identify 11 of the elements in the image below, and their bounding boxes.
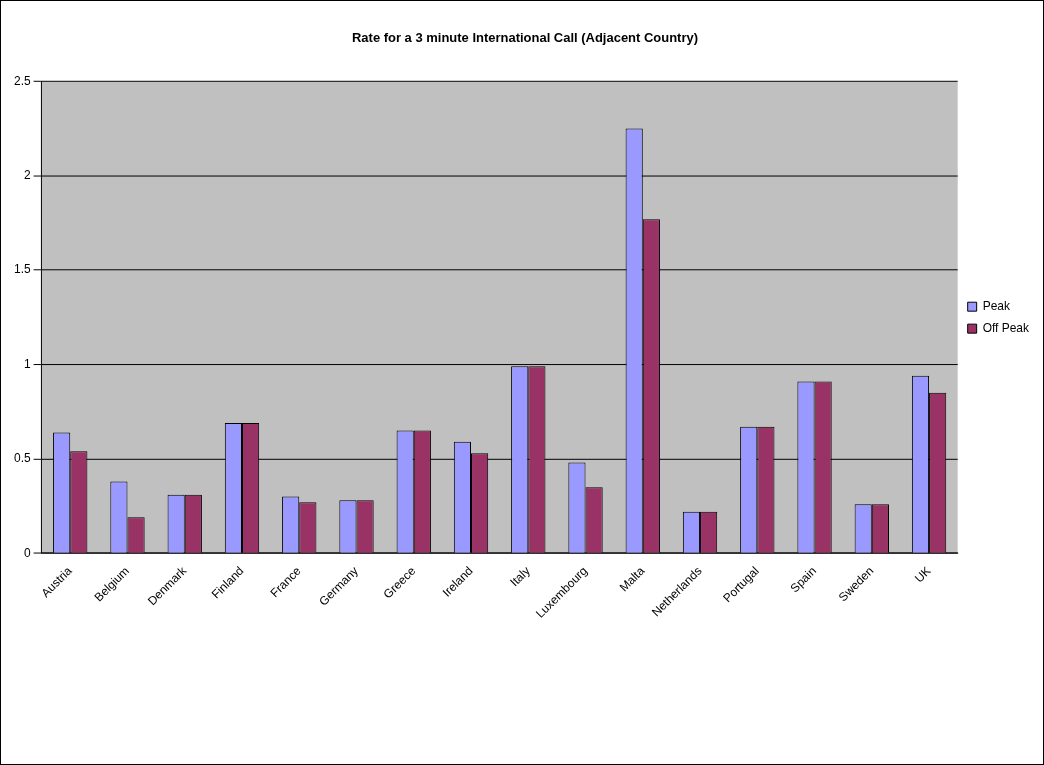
y-tick-label: 1.5 [13, 262, 31, 277]
x-tick-label: Italy [507, 563, 533, 590]
x-tick-label: UK [911, 563, 934, 586]
y-tick-label: 2.5 [13, 73, 31, 88]
y-tick-label: 0 [23, 545, 31, 560]
y-tick-label: 1 [23, 356, 31, 371]
y-tick-label: 0.5 [13, 451, 31, 466]
legend-label: Off Peak [982, 320, 1030, 335]
chart-title: Rate for a 3 minute International Call (Adjacent Country) [351, 30, 698, 46]
legend-label: Peak [982, 299, 1010, 313]
y-tick-label: 2 [23, 168, 31, 183]
